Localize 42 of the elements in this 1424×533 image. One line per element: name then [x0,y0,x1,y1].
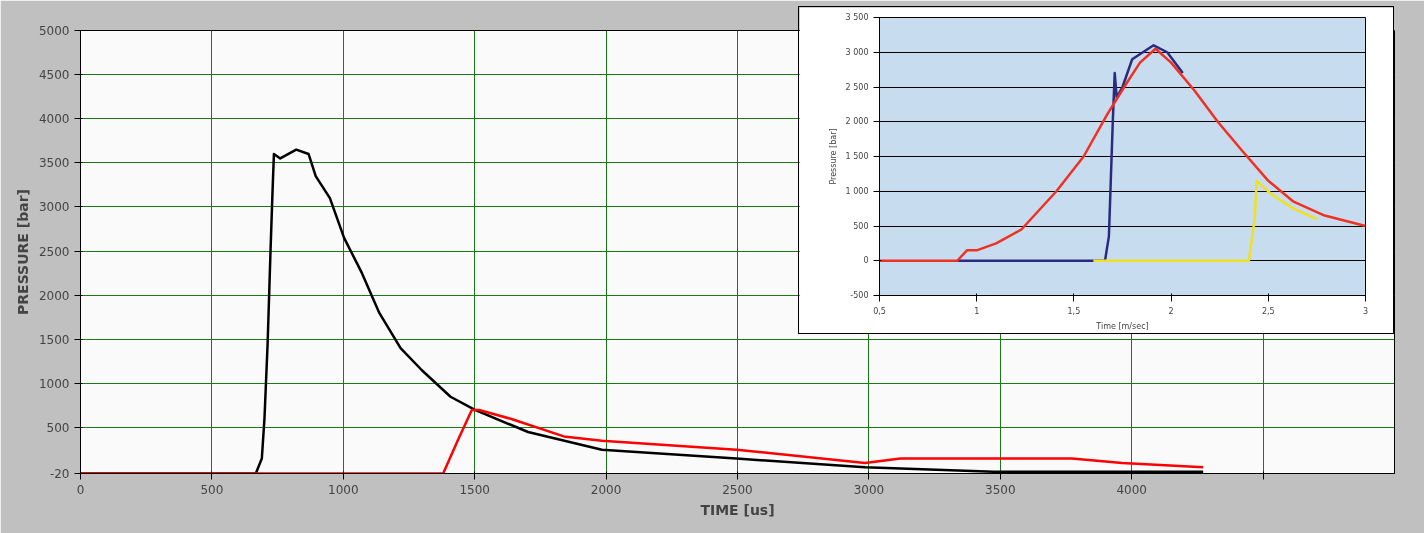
y-tick-label: 500 [46,421,70,436]
y-tick-label: 3500 [38,156,70,171]
y-tick-label: 500 [853,221,869,231]
y-tick-label: 1 000 [845,186,869,196]
y-tick-label: 1 500 [845,152,869,161]
x-tick-label: 1500 [459,482,490,497]
x-tick-label: 500 [200,482,224,497]
y-tick-label: 4000 [38,112,70,127]
y-tick-label: 0 [863,256,869,266]
x-tick-label: 3 [1362,306,1369,316]
x-tick-label: 2500 [722,482,753,497]
y-tick-label: 2 500 [845,82,869,92]
y-axis-title: Pressure [bar] [828,128,838,185]
x-tick-label: 2000 [590,482,622,497]
x-axis-title: Time [m/sec] [1095,321,1149,331]
y-axis-title: PRESSURE [bar] [14,189,31,315]
y-tick-label: 2 000 [845,117,869,127]
x-tick-label: 2 [1168,306,1174,316]
y-tick-label: 2000 [38,288,70,303]
line-series [1092,179,1319,262]
y-tick-label: -500 [850,291,869,300]
y-tick-label: 3 000 [845,47,869,57]
x-tick-label: 3500 [985,482,1016,497]
x-tick-label: 0,5 [873,306,886,316]
y-tick-label: 2500 [38,244,70,259]
x-tick-label: 4000 [1116,482,1147,497]
x-tick-label: 2,5 [1261,306,1275,316]
line-series [956,44,1185,262]
y-tick-label: 3000 [38,200,70,215]
y-tick-label: 1500 [38,332,70,347]
x-tick-label: 1 [974,306,980,316]
x-tick-label: 0 [76,482,85,497]
x-tick-label: 1,5 [1067,306,1081,316]
x-tick-label: 1000 [328,482,359,497]
y-tick-label: 5000 [38,24,70,38]
y-tick-label: 4500 [38,68,70,83]
line-series [80,408,1205,474]
y-tick-label: 3 500 [845,13,869,22]
line-series [879,47,1366,262]
y-tick-label: 1000 [38,376,70,391]
y-tick-label: -20 [49,467,70,481]
x-axis-title: TIME [us] [700,501,775,518]
